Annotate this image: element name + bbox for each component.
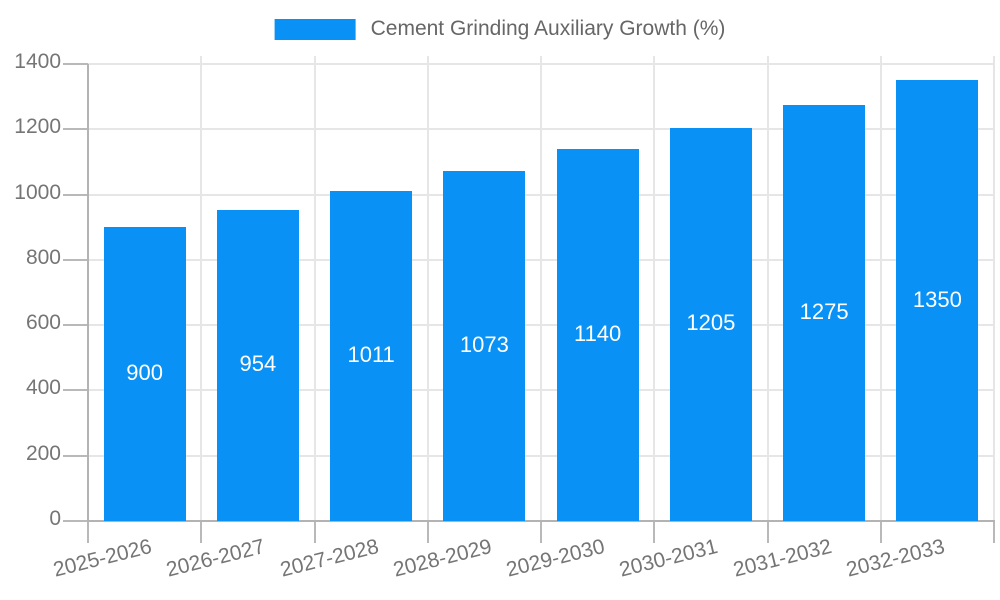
x-axis-tick-label: 2028-2029 — [390, 535, 494, 582]
x-axis-tick — [426, 521, 429, 543]
y-axis-tick-label: 1400 — [14, 50, 61, 73]
legend-label: Cement Grinding Auxiliary Growth (%) — [370, 17, 726, 40]
x-axis-tick-label: 2032-2033 — [843, 535, 947, 582]
y-axis-tick — [63, 193, 88, 196]
y-axis-tick-label: 1000 — [14, 180, 61, 204]
y-axis-tick-label: 200 — [25, 441, 61, 465]
x-axis-tick — [653, 521, 656, 543]
y-axis-line — [87, 64, 89, 521]
x-gridline — [879, 56, 882, 521]
legend-swatch — [274, 18, 356, 40]
y-axis-tick — [63, 128, 88, 131]
x-axis-tick — [313, 521, 316, 543]
x-gridline — [313, 56, 316, 521]
y-axis-tick — [63, 324, 88, 327]
bar[interactable] — [669, 127, 752, 521]
x-axis-tick — [87, 521, 89, 543]
y-axis-tick-label: 600 — [25, 311, 61, 335]
bar[interactable] — [556, 148, 639, 521]
x-axis-line — [87, 520, 995, 522]
bar[interactable] — [783, 104, 866, 521]
bar[interactable] — [216, 209, 299, 521]
y-axis-tick — [63, 520, 88, 522]
bar[interactable] — [896, 80, 979, 521]
x-gridline — [653, 56, 656, 521]
x-axis-tick-label: 2025-2026 — [51, 535, 155, 582]
y-axis-tick — [63, 454, 88, 457]
bar[interactable] — [330, 190, 413, 521]
x-gridline — [200, 56, 203, 521]
x-axis-tick — [540, 521, 542, 543]
x-axis-tick — [200, 521, 203, 543]
y-axis-tick-label: 400 — [25, 376, 61, 400]
x-axis-tick-label: 2029-2030 — [504, 535, 608, 582]
x-axis-tick-label: 2026-2027 — [164, 535, 268, 582]
x-gridline — [540, 56, 542, 521]
bar[interactable] — [103, 227, 186, 521]
bar[interactable] — [443, 170, 526, 521]
x-axis-tick — [879, 521, 882, 543]
y-axis-tick — [63, 63, 88, 65]
x-gridline — [766, 56, 769, 521]
y-axis-tick — [63, 389, 88, 392]
legend-item[interactable]: Cement Grinding Auxiliary Growth (%) — [274, 17, 726, 41]
x-axis-tick-label: 2027-2028 — [277, 535, 381, 582]
x-axis-tick-label: 2030-2031 — [617, 535, 721, 582]
y-axis-tick-label: 1200 — [14, 115, 61, 139]
x-axis-tick — [766, 521, 769, 543]
x-axis-tick-label: 2031-2032 — [730, 535, 834, 582]
y-axis-tick — [63, 258, 88, 261]
y-axis-tick-label: 800 — [25, 245, 61, 269]
x-gridline — [993, 56, 995, 521]
x-gridline — [426, 56, 429, 521]
y-axis-tick-label: 0 — [49, 507, 61, 530]
x-axis-tick — [993, 521, 995, 543]
